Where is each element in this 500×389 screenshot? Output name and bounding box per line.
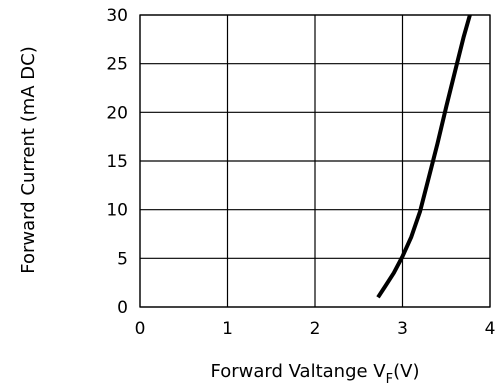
- x-axis-label-suffix: (V): [393, 361, 419, 382]
- y-tick-label: 30: [106, 6, 128, 26]
- x-tick-label: 0: [135, 319, 146, 339]
- x-tick-label: 3: [397, 319, 408, 339]
- y-axis-label: Forward Current (mA DC): [18, 46, 39, 273]
- x-axis-label: Forward Valtange VF(V): [211, 361, 420, 387]
- y-tick-label: 5: [117, 249, 128, 269]
- x-tick-label: 1: [222, 319, 233, 339]
- grid: [139, 14, 491, 308]
- x-axis-label-subscript: F: [386, 372, 393, 387]
- y-tick-label: 25: [106, 55, 128, 75]
- y-tick-label: 0: [117, 298, 128, 318]
- y-tick-label: 20: [106, 103, 128, 123]
- plot-frame: [139, 14, 491, 308]
- x-tick-labels: 0 1 2 3 4: [135, 319, 496, 339]
- x-tick-label: 4: [485, 319, 496, 339]
- x-tick-label: 2: [310, 319, 321, 339]
- y-tick-label: 10: [106, 201, 128, 221]
- y-tick-label: 15: [106, 152, 128, 172]
- x-axis-label-main: Forward Valtange V: [211, 361, 387, 382]
- series-line: [376, 14, 472, 299]
- y-tick-labels: 0 5 10 15 20 25 30: [106, 6, 128, 318]
